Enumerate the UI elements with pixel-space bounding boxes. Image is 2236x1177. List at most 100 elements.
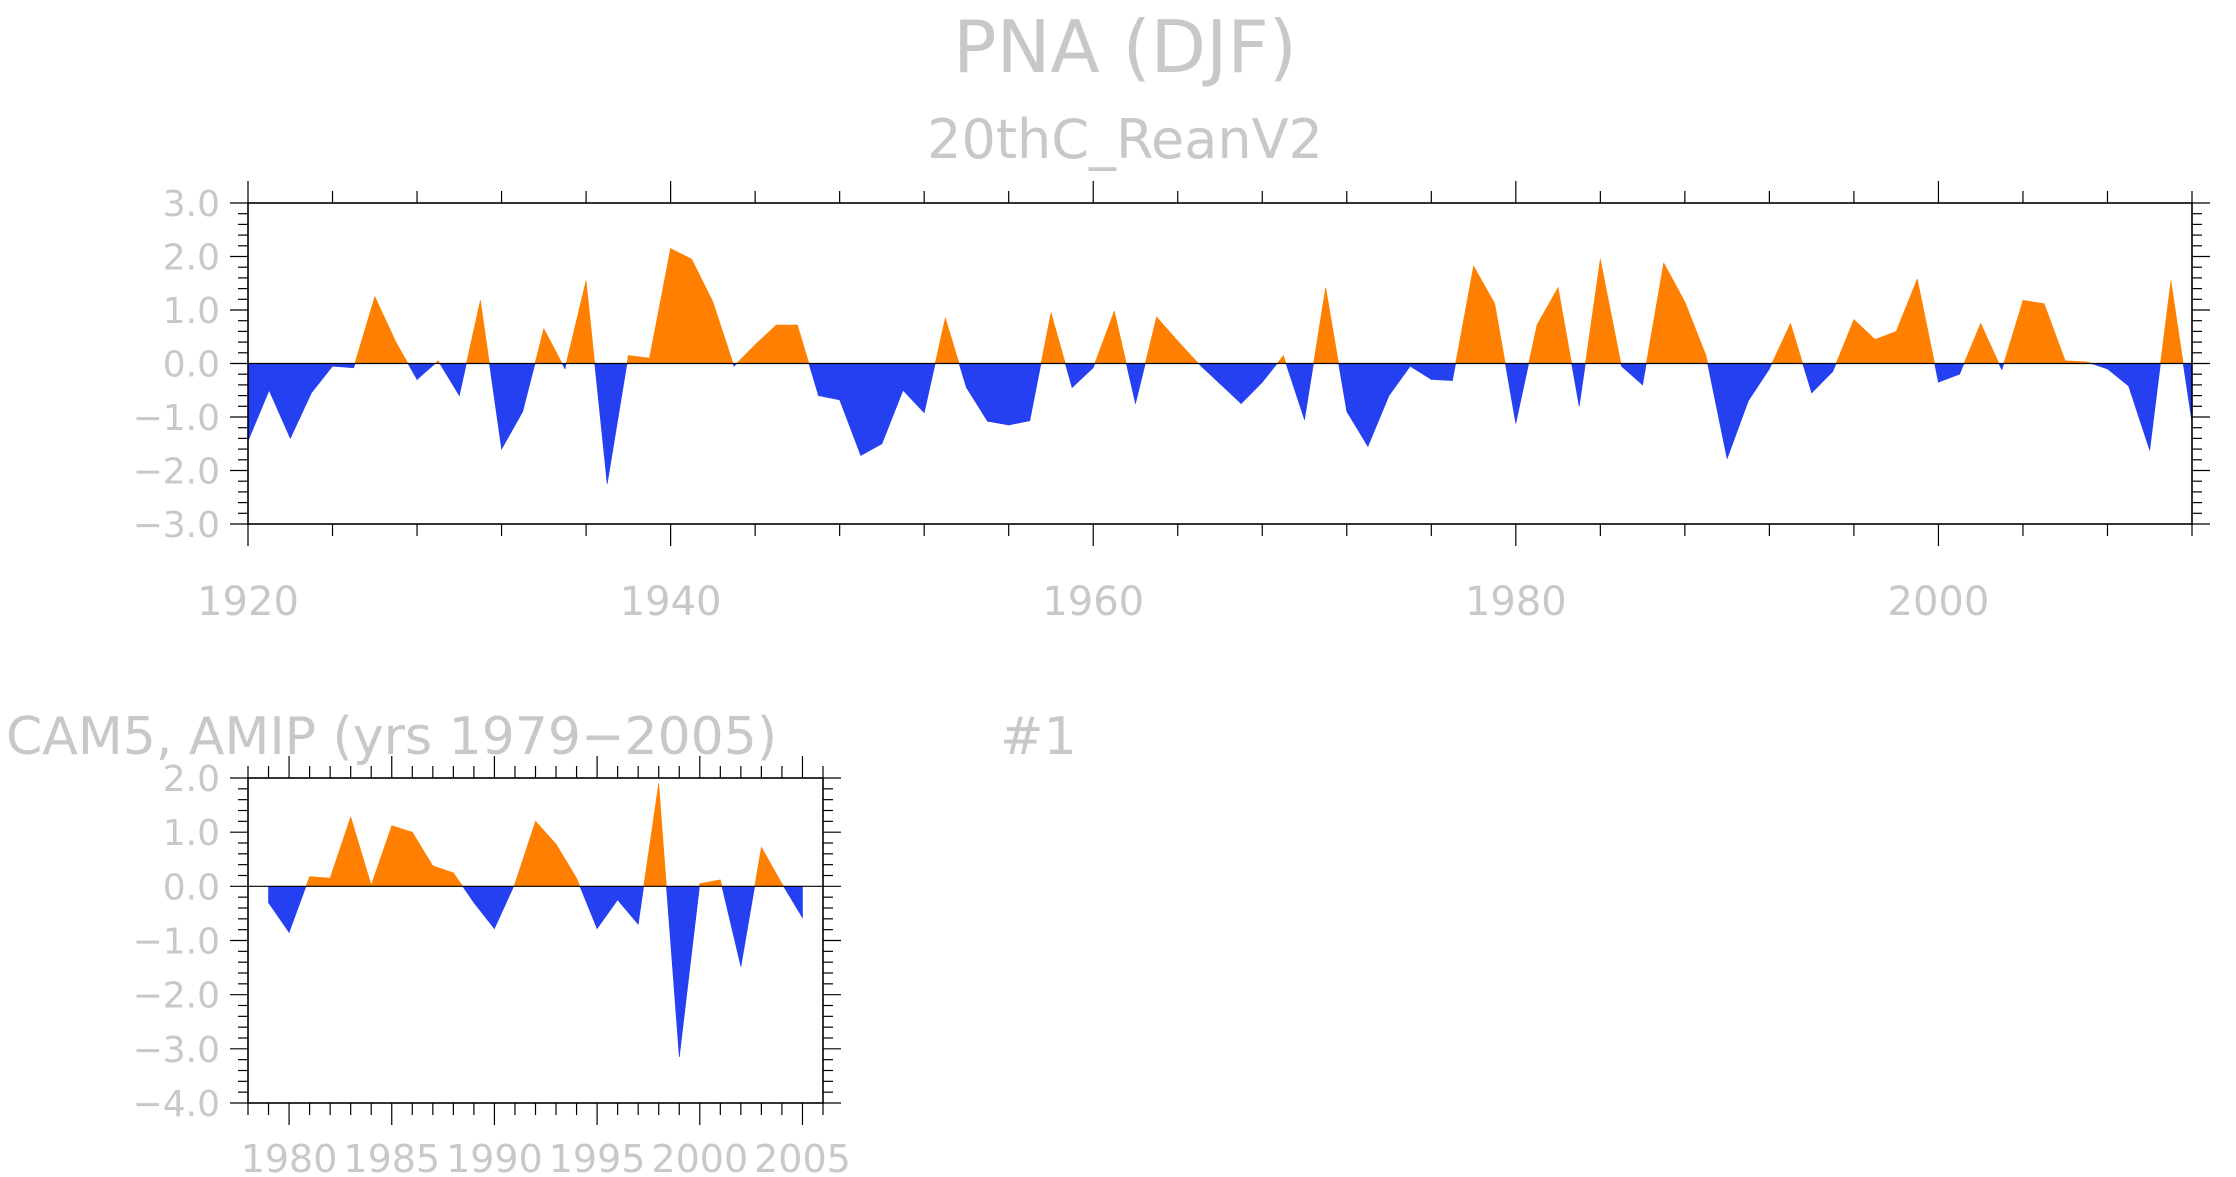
positive-anomaly-area bbox=[1895, 278, 1918, 364]
positive-anomaly-area bbox=[1917, 278, 1935, 364]
negative-anomaly-area bbox=[1285, 363, 1305, 420]
negative-anomaly-area bbox=[881, 363, 904, 444]
negative-anomaly-area bbox=[860, 363, 883, 457]
negative-anomaly-area bbox=[2128, 363, 2150, 451]
positive-anomaly-area bbox=[2043, 303, 2066, 364]
negative-anomaly-area bbox=[1621, 363, 1643, 386]
y-tick-label: −4.0 bbox=[133, 1084, 220, 1125]
positive-anomaly-area bbox=[699, 879, 721, 887]
positive-anomaly-area bbox=[2160, 280, 2172, 364]
positive-anomaly-area bbox=[719, 879, 723, 887]
negative-anomaly-area bbox=[489, 363, 502, 450]
positive-anomaly-area bbox=[649, 248, 671, 364]
negative-anomaly-area bbox=[1431, 363, 1453, 381]
positive-anomaly-area bbox=[1325, 287, 1339, 364]
positive-anomaly-area bbox=[775, 324, 798, 364]
positive-anomaly-area bbox=[1536, 286, 1559, 364]
negative-anomaly-area bbox=[923, 363, 936, 413]
y-tick-label: 3.0 bbox=[163, 184, 220, 225]
x-tick-label: 2000 bbox=[1888, 579, 1990, 625]
negative-anomaly-area bbox=[1409, 363, 1432, 381]
positive-anomaly-area bbox=[761, 846, 783, 887]
positive-anomaly-area bbox=[1473, 264, 1495, 364]
positive-anomaly-area bbox=[350, 816, 372, 887]
negative-anomaly-area bbox=[783, 885, 803, 919]
negative-anomaly-area bbox=[1388, 363, 1411, 397]
x-tick-label: 1940 bbox=[620, 579, 722, 625]
y-tick-label: 0.0 bbox=[163, 344, 220, 385]
positive-anomaly-area bbox=[374, 296, 397, 364]
positive-anomaly-area bbox=[944, 317, 960, 364]
negative-anomaly-area bbox=[1304, 363, 1314, 420]
negative-anomaly-area bbox=[1071, 363, 1094, 389]
negative-anomaly-area bbox=[2001, 363, 2005, 370]
negative-anomaly-area bbox=[1504, 363, 1517, 424]
positive-anomaly-area bbox=[354, 296, 376, 364]
x-tick-label: 1920 bbox=[197, 579, 299, 625]
y-tick-label: −1.0 bbox=[133, 398, 220, 439]
figure-title: PNA (DJF) bbox=[953, 5, 1297, 89]
negative-anomaly-area bbox=[1998, 363, 2003, 371]
positive-anomaly-area bbox=[514, 821, 536, 887]
negative-anomaly-area bbox=[561, 363, 566, 370]
positive-anomaly-area bbox=[480, 300, 490, 364]
y-tick-label: 2.0 bbox=[163, 237, 220, 278]
negative-anomaly-area bbox=[902, 363, 925, 414]
positive-anomaly-area bbox=[543, 328, 563, 364]
positive-anomaly-area bbox=[1455, 266, 1474, 364]
negative-anomaly-area bbox=[1064, 363, 1073, 388]
negative-anomaly-area bbox=[740, 885, 756, 967]
negative-anomaly-area bbox=[839, 363, 862, 456]
negative-anomaly-area bbox=[1338, 363, 1348, 412]
positive-anomaly-area bbox=[754, 324, 777, 364]
negative-anomaly-area bbox=[2149, 363, 2161, 451]
positive-anomaly-area bbox=[2003, 300, 2024, 364]
negative-anomaly-area bbox=[1092, 363, 1096, 368]
negative-anomaly-area bbox=[2182, 363, 2193, 423]
negative-anomaly-area bbox=[1198, 363, 1221, 385]
positive-anomaly-area bbox=[670, 248, 693, 364]
positive-anomaly-area bbox=[797, 324, 810, 364]
positive-anomaly-area bbox=[643, 783, 660, 887]
top-panel-subtitle: 20thC_ReanV2 bbox=[927, 108, 1323, 171]
panel-number-label: #1 bbox=[1000, 707, 1077, 767]
bottom-panel-plot: 2.0 1.0 0.0 −1.0 −2.0 −3.0 −4.0 1980 1985 1990 199… bbox=[133, 756, 851, 1177]
negative-anomaly-area bbox=[617, 885, 639, 926]
positive-anomaly-area bbox=[691, 259, 714, 364]
positive-anomaly-area bbox=[1557, 287, 1572, 364]
positive-anomaly-area bbox=[1494, 303, 1506, 364]
negative-anomaly-area bbox=[678, 885, 700, 1058]
negative-anomaly-area bbox=[1008, 363, 1031, 426]
negative-anomaly-area bbox=[596, 885, 618, 930]
negative-anomaly-area bbox=[416, 363, 436, 381]
positive-anomaly-area bbox=[309, 876, 331, 887]
y-tick-label: −2.0 bbox=[133, 976, 220, 1017]
positive-anomaly-area bbox=[1528, 324, 1538, 364]
positive-anomaly-area bbox=[432, 865, 454, 887]
positive-anomaly-area bbox=[1040, 312, 1052, 364]
positive-anomaly-area bbox=[934, 317, 946, 364]
positive-anomaly-area bbox=[1771, 323, 1791, 364]
negative-anomaly-area bbox=[501, 363, 524, 451]
negative-anomaly-area bbox=[1832, 363, 1837, 372]
positive-anomaly-area bbox=[1283, 355, 1287, 364]
x-tick-label: 1980 bbox=[241, 1137, 338, 1177]
y-tick-label: 2.0 bbox=[163, 759, 220, 800]
negative-anomaly-area bbox=[594, 363, 608, 484]
positive-anomaly-area bbox=[1600, 259, 1622, 364]
negative-anomaly-area bbox=[637, 885, 645, 925]
positive-anomaly-area bbox=[1684, 301, 1707, 364]
negative-anomaly-area bbox=[268, 885, 290, 934]
negative-anomaly-area bbox=[958, 363, 967, 388]
positive-anomaly-area bbox=[735, 344, 756, 364]
negative-anomaly-area bbox=[808, 363, 819, 396]
negative-anomaly-area bbox=[2107, 363, 2129, 387]
negative-anomaly-area bbox=[247, 363, 270, 442]
negative-anomaly-area bbox=[1367, 363, 1390, 447]
positive-anomaly-area bbox=[754, 847, 762, 887]
positive-anomaly-area bbox=[391, 825, 413, 887]
positive-anomaly-area bbox=[576, 878, 581, 887]
negative-anomaly-area bbox=[494, 885, 515, 929]
y-tick-label: 0.0 bbox=[163, 867, 220, 908]
y-tick-label: 1.0 bbox=[163, 813, 220, 854]
